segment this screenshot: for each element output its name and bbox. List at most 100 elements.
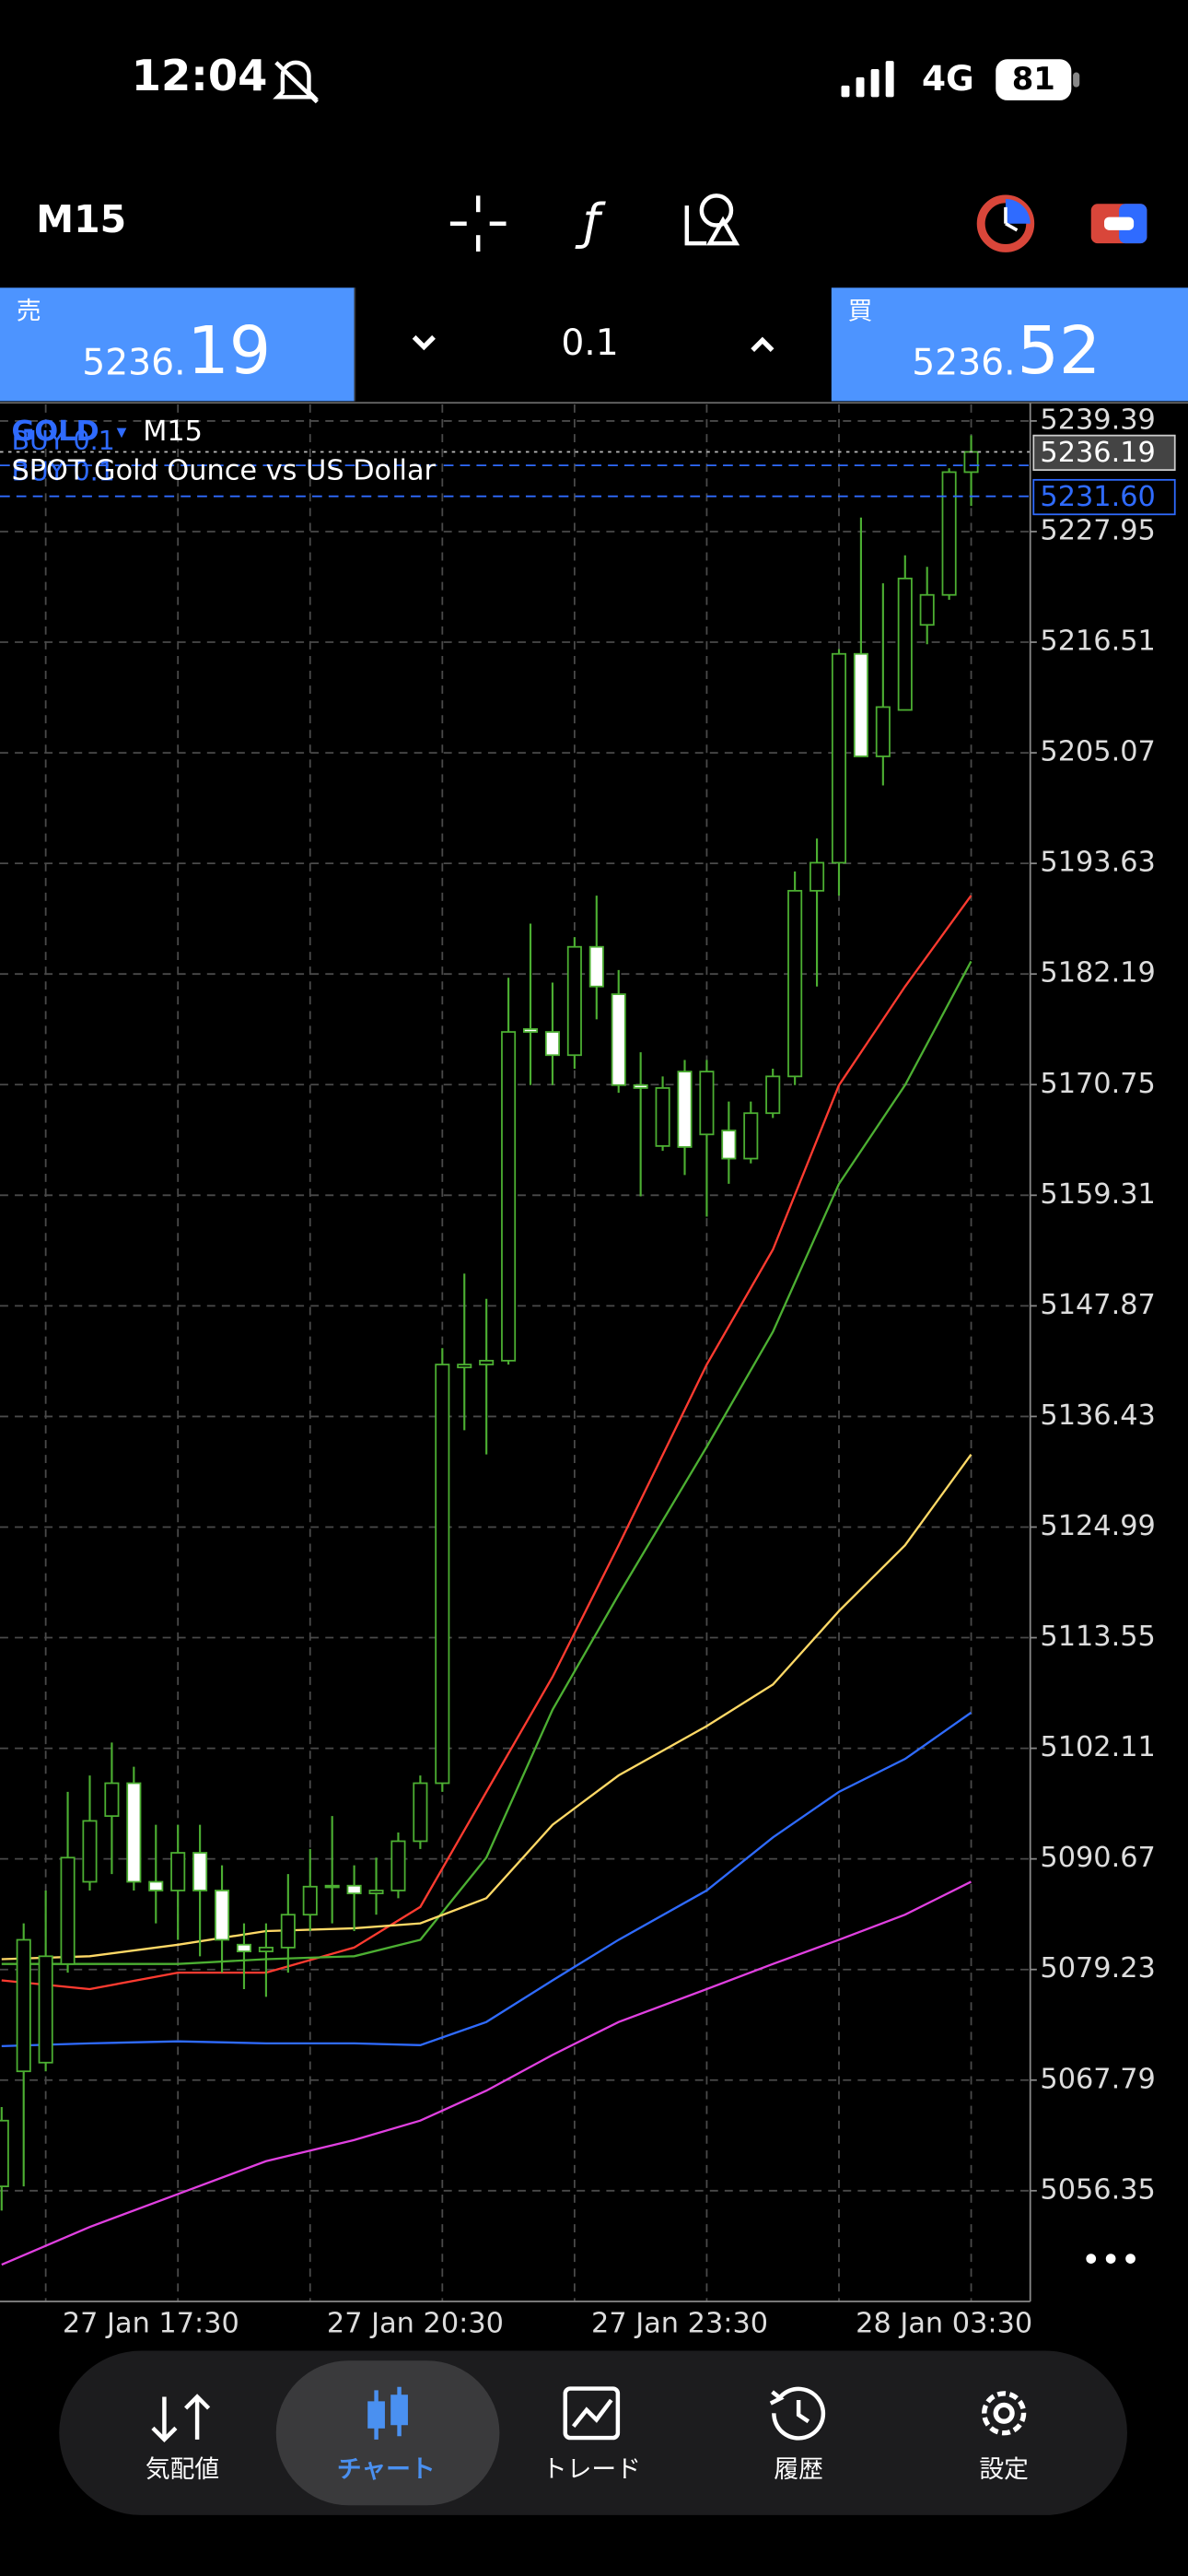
sell-pips: 19 bbox=[187, 312, 271, 389]
more-button[interactable] bbox=[1086, 2254, 1136, 2264]
buy-price: 5236. bbox=[912, 343, 1015, 384]
y-tick-label: 5056.35 bbox=[1040, 2173, 1155, 2206]
signal-icon bbox=[841, 61, 894, 98]
candle-body bbox=[302, 1885, 318, 1916]
bid-price-box bbox=[1032, 434, 1176, 472]
x-tick-label: 27 Jan 20:30 bbox=[327, 2307, 504, 2339]
candle-body bbox=[60, 1856, 76, 1965]
candle-body bbox=[280, 1914, 296, 1949]
order-price-label: 5231.60 bbox=[1040, 481, 1155, 513]
nav-tab[interactable]: 設定 bbox=[979, 2455, 1029, 2484]
candle-body bbox=[501, 1031, 517, 1362]
x-tick-label: 28 Jan 03:30 bbox=[856, 2307, 1032, 2339]
candle-body bbox=[611, 993, 626, 1086]
y-tick-label: 5182.19 bbox=[1040, 957, 1155, 989]
candle-body bbox=[787, 889, 803, 1078]
volume[interactable]: 0.1 bbox=[561, 322, 618, 364]
status-time: 12:04 bbox=[132, 51, 268, 100]
crosshair-button[interactable] bbox=[449, 195, 507, 252]
symbol-arrow: ▾ bbox=[117, 420, 127, 443]
sell-label: 売 bbox=[17, 298, 41, 326]
chart-timeframe: M15 bbox=[143, 416, 203, 448]
y-tick-label: 5147.87 bbox=[1040, 1289, 1155, 1321]
sell-button[interactable] bbox=[0, 287, 355, 402]
candle-body bbox=[897, 577, 913, 711]
y-tick-label: 5090.67 bbox=[1040, 1842, 1155, 1874]
y-tick-label: 5079.23 bbox=[1040, 1952, 1155, 1985]
candle-body bbox=[126, 1782, 142, 1883]
y-tick-label: 5102.11 bbox=[1040, 1731, 1155, 1763]
candle-body bbox=[853, 652, 868, 757]
moving-average bbox=[1, 1454, 973, 1961]
candle-body bbox=[170, 1852, 186, 1891]
buy-label: 買 bbox=[848, 298, 873, 326]
candle-body bbox=[919, 593, 935, 626]
timeframe-button[interactable]: M15 bbox=[36, 197, 126, 241]
y-tick-label: 5239.39 bbox=[1040, 404, 1155, 436]
candle-body bbox=[82, 1820, 98, 1883]
trade-button[interactable] bbox=[1090, 204, 1147, 244]
volume-down[interactable] bbox=[412, 334, 436, 351]
nav-tab[interactable]: チャート bbox=[337, 2455, 436, 2484]
candle-body bbox=[721, 1130, 737, 1160]
nav-tab[interactable]: 気配値 bbox=[146, 2455, 219, 2484]
order-price-box bbox=[1032, 478, 1176, 516]
order-label: BUY 0.1 bbox=[11, 457, 114, 487]
y-tick-label: 5227.95 bbox=[1040, 514, 1155, 546]
volume-up[interactable] bbox=[751, 336, 775, 352]
candle-body bbox=[677, 1071, 693, 1148]
candle-body bbox=[435, 1364, 450, 1785]
history-icon bbox=[769, 2386, 826, 2441]
candle-body bbox=[215, 1890, 230, 1941]
nav-tab[interactable]: トレード bbox=[542, 2455, 641, 2484]
candle-body bbox=[963, 451, 979, 474]
symbol-description: SPOT Gold Ounce vs US Dollar bbox=[11, 455, 436, 487]
candle-body bbox=[457, 1364, 472, 1369]
moving-average bbox=[1, 895, 973, 1991]
candle-body bbox=[479, 1359, 495, 1365]
candle-body bbox=[566, 945, 582, 1057]
candle-body bbox=[875, 706, 891, 757]
symbol[interactable]: GOLD bbox=[11, 416, 99, 448]
network: 4G bbox=[922, 58, 974, 99]
y-tick-label: 5205.07 bbox=[1040, 736, 1155, 768]
candle-body bbox=[390, 1840, 406, 1891]
buy-button[interactable] bbox=[831, 287, 1188, 402]
candle-body bbox=[38, 1955, 53, 2064]
x-tick-label: 27 Jan 23:30 bbox=[591, 2307, 768, 2339]
moving-average bbox=[1, 960, 973, 1965]
battery-level: 81 bbox=[1012, 61, 1055, 97]
y-tick-label: 5124.99 bbox=[1040, 1510, 1155, 1542]
quotes-icon bbox=[151, 2394, 211, 2443]
candle-body bbox=[346, 1884, 362, 1895]
mute-icon bbox=[273, 60, 320, 104]
candle-body bbox=[633, 1083, 648, 1089]
candle-body bbox=[236, 1943, 252, 1952]
chart-icon bbox=[367, 2386, 408, 2440]
candle-body bbox=[544, 1031, 560, 1057]
volume-panel bbox=[355, 287, 832, 402]
candle-body bbox=[0, 2119, 9, 2187]
bid-price-label: 5236.19 bbox=[1040, 437, 1155, 469]
buy-pips: 52 bbox=[1017, 312, 1101, 389]
candle-body bbox=[148, 1880, 164, 1891]
battery-tip bbox=[1073, 72, 1080, 88]
y-tick-label: 5193.63 bbox=[1040, 847, 1155, 879]
candle-body bbox=[324, 1884, 340, 1889]
candle-body bbox=[368, 1890, 384, 1895]
x-tick-label: 27 Jan 17:30 bbox=[63, 2307, 239, 2339]
chart: 5239.39 5227.95 5216.51 5205.07 5193.63 5182.… bbox=[0, 404, 1176, 2339]
candle-body bbox=[941, 471, 957, 596]
nav-tab[interactable]: 履歴 bbox=[774, 2455, 823, 2484]
settings-icon bbox=[982, 2391, 1027, 2436]
candle-body bbox=[104, 1782, 120, 1818]
one-click-button[interactable] bbox=[976, 194, 1035, 252]
nav-labels: 気配値 チャート トレード 履歴 設定 bbox=[146, 2455, 1029, 2484]
candle-body bbox=[655, 1087, 670, 1147]
objects-button[interactable] bbox=[684, 193, 740, 246]
y-tick-label: 5067.79 bbox=[1040, 2063, 1155, 2095]
